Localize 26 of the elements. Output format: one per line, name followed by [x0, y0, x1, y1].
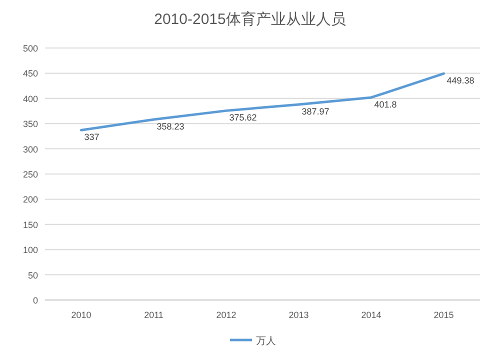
x-tick-label: 2014	[361, 310, 382, 320]
x-tick-label: 2015	[434, 310, 454, 320]
data-label: 337	[84, 132, 100, 142]
x-tick-label: 2013	[288, 310, 309, 320]
data-label: 449.38	[446, 76, 474, 86]
y-tick-label: 200	[22, 194, 38, 205]
x-tick-label: 2012	[216, 310, 236, 320]
data-label: 387.97	[302, 106, 330, 116]
y-tick-label: 300	[22, 144, 38, 154]
y-tick-label: 350	[22, 119, 38, 130]
y-tick-label: 100	[22, 245, 38, 256]
y-tick-label: 0	[32, 296, 38, 306]
x-tick-label: 2010	[71, 310, 92, 320]
chart-title: 2010-2015体育产业从业人员	[154, 11, 346, 28]
legend-label: 万人	[256, 336, 276, 347]
x-tick-label: 2011	[144, 310, 164, 320]
data-label: 358.23	[156, 121, 184, 132]
y-tick-label: 150	[22, 220, 38, 230]
line-series	[80, 72, 445, 132]
y-tick-label: 250	[22, 170, 38, 180]
data-label: 401.8	[374, 99, 397, 110]
y-tick-label: 50	[28, 270, 38, 280]
data-label: 375.62	[229, 112, 257, 123]
y-tick-label: 500	[22, 44, 38, 54]
y-tick-label: 400	[22, 94, 38, 104]
y-tick-label: 450	[22, 68, 38, 79]
